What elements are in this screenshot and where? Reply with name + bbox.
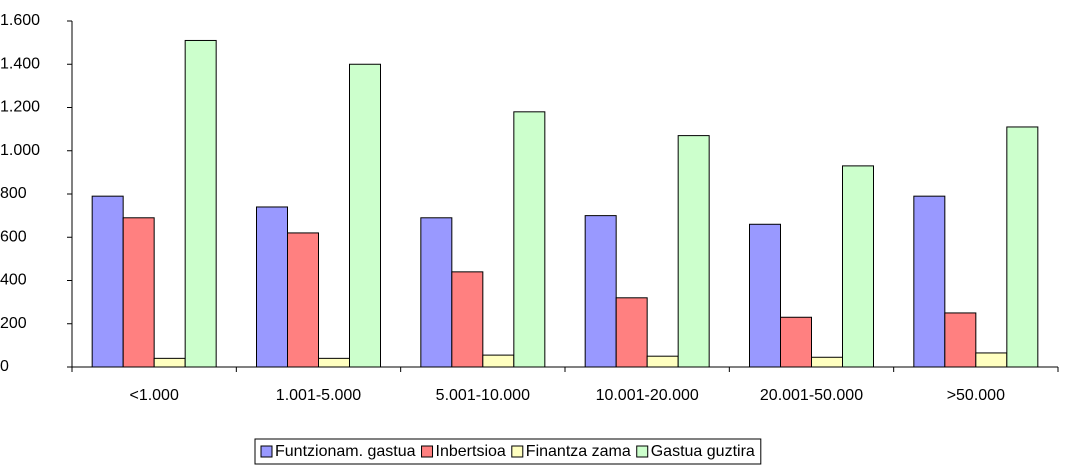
- legend-swatch: [636, 445, 649, 458]
- bar: [944, 312, 977, 368]
- x-tick-label: <1.000: [129, 387, 178, 404]
- legend-label: Inbertsioa: [436, 443, 506, 460]
- bar: [482, 354, 515, 368]
- bar: [122, 217, 155, 368]
- bar: [420, 217, 453, 368]
- bar: [451, 271, 484, 368]
- legend-label: Funtzionam. gastua: [275, 443, 416, 460]
- y-tick-label: 1.000: [0, 142, 40, 159]
- bar: [349, 63, 381, 368]
- legend-swatch: [260, 445, 273, 458]
- y-tick-label: 200: [0, 315, 27, 332]
- x-tick-label: 5.001-10.000: [436, 387, 530, 404]
- y-tick-label: 0: [0, 358, 9, 375]
- legend-swatch: [421, 445, 434, 458]
- bar: [256, 206, 288, 368]
- bar: [615, 297, 648, 368]
- bar: [913, 195, 946, 368]
- bar: [646, 355, 679, 368]
- bar: [318, 357, 350, 368]
- bar: [780, 316, 812, 368]
- bar: [677, 135, 710, 368]
- legend: [254, 438, 762, 465]
- bar: [584, 215, 617, 368]
- y-tick-label: 1.200: [0, 99, 40, 116]
- x-tick-label: 10.001-20.000: [596, 387, 699, 404]
- bar: [811, 356, 843, 368]
- bar: [153, 357, 186, 368]
- legend-label: Gastua guztira: [651, 443, 755, 460]
- y-tick-label: 1.600: [0, 12, 40, 29]
- bar: [842, 165, 874, 368]
- y-tick-label: 800: [0, 185, 27, 202]
- bar: [287, 232, 319, 368]
- y-tick-label: 400: [0, 272, 27, 289]
- bar: [184, 39, 217, 368]
- x-tick-label: 20.001-50.000: [760, 387, 863, 404]
- bar: [1006, 126, 1039, 368]
- bar: [975, 352, 1008, 368]
- x-tick-label: 1.001-5.000: [276, 387, 362, 404]
- legend-swatch: [511, 445, 524, 458]
- bar: [513, 111, 546, 368]
- legend-label: Finantza zama: [526, 443, 631, 460]
- bar: [749, 223, 781, 368]
- x-tick-label: >50.000: [947, 387, 1005, 404]
- y-tick-label: 1.400: [0, 55, 40, 72]
- y-tick-label: 600: [0, 228, 27, 245]
- bar: [91, 195, 124, 368]
